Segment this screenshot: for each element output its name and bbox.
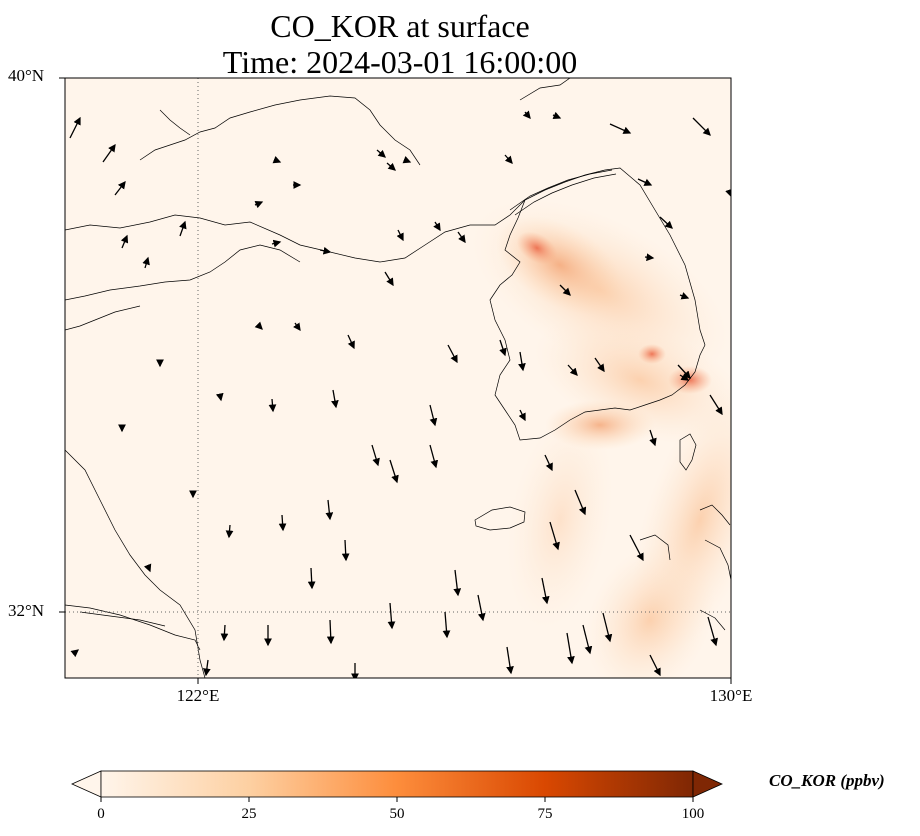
wind-arrow [387,602,396,630]
wind-arrow [120,234,129,249]
wind-arrow [518,351,526,372]
wind-arrow [629,534,644,562]
wind-arrow [371,444,380,467]
wind-arrow [447,344,458,364]
wind-arrow [522,110,531,119]
wind-arrow [602,612,613,643]
colorbar-tick-50: 50 [389,806,405,822]
lat-label-40n: 40°N [8,66,45,85]
wind-arrow [552,111,562,120]
wind-arrow [220,624,229,642]
wind-arrow [143,563,152,573]
wind-arrow [278,514,287,532]
wind-arrow [293,322,301,332]
wind-arrow [347,334,355,350]
wind-arrow [659,216,673,229]
colorbar-tick-75: 75 [537,806,553,822]
wind-arrow [549,521,560,551]
wind-arrow [331,389,339,409]
wind-arrow [341,539,350,562]
wind-arrow [544,454,553,472]
wind-arrow [649,429,657,447]
wind-arrow [541,577,550,605]
wind-arrow [518,409,526,422]
wind-arrow [69,116,81,139]
colorbar-extend-min [71,770,102,798]
wind-arrow [272,155,282,164]
wind-arrow [649,654,661,677]
wind-arrow [70,649,80,658]
wind-arrow [376,149,386,158]
wind-arrow [384,271,394,287]
wind-arrow [307,567,316,590]
map-subtitle-time: Time: 2024-03-01 16:00:00 [222,44,578,80]
wind-arrow [567,364,578,376]
wind-arrow [637,178,653,186]
wind-arrow [215,392,224,402]
wind-arrow [644,253,655,262]
wind-arrow [389,459,399,484]
wind-arrow [453,569,462,597]
wind-arrow [202,659,211,677]
wind-arrow [709,394,723,416]
wind-arrow [594,357,605,373]
wind-arrow [142,256,150,269]
wind-arrow [457,231,466,244]
map-title: CO_KOR at surface [270,8,530,44]
wind-arrow [254,200,264,209]
lon-label-130e: 130°E [709,686,753,705]
wind-arrow [386,162,396,171]
lat-label-32n: 32°N [8,601,45,620]
wind-arrow [582,624,593,655]
wind-arrow [477,594,486,622]
wind-arrow [319,246,332,255]
lon-label-122e: 122°E [176,686,220,705]
wind-arrow [506,646,514,675]
colorbar [71,770,723,802]
map-area [65,78,731,678]
wind-arrow [396,229,404,242]
wind-vectors [69,110,731,678]
wind-arrow [271,239,282,248]
colorbar-tick-25: 25 [241,806,257,822]
wind-arrow [102,143,116,163]
wind-arrow [402,155,412,164]
wind-arrow [707,616,718,647]
wind-arrow [679,292,690,300]
co-concentration-field [472,199,731,678]
wind-arrow [254,321,263,330]
wind-arrow [566,632,575,665]
colorbar-tick-0: 0 [97,806,105,822]
colorbar-bar [100,770,694,798]
wind-arrow [179,220,187,237]
wind-arrow [442,611,451,639]
wind-arrow [692,117,711,136]
colorbar-extend-max [692,770,723,798]
wind-arrow [559,284,571,296]
wind-arrow [429,404,438,427]
wind-arrow [433,221,441,232]
wind-arrow [504,154,513,164]
wind-arrow [499,339,507,357]
map-frame [64,77,732,679]
wind-arrow [325,499,334,521]
wind-arrow [429,444,439,469]
wind-arrow [268,398,277,413]
colorbar-tick-100: 100 [681,806,705,822]
wind-arrow [574,489,587,516]
wind-arrow [225,524,234,539]
gridlines [65,78,731,678]
coastlines [65,78,731,678]
wind-arrow [679,373,690,381]
wind-arrow [114,180,126,196]
colorbar-label: CO_KOR (ppbv) [769,771,885,790]
wind-arrow [326,619,335,645]
wind-arrow [609,123,632,134]
